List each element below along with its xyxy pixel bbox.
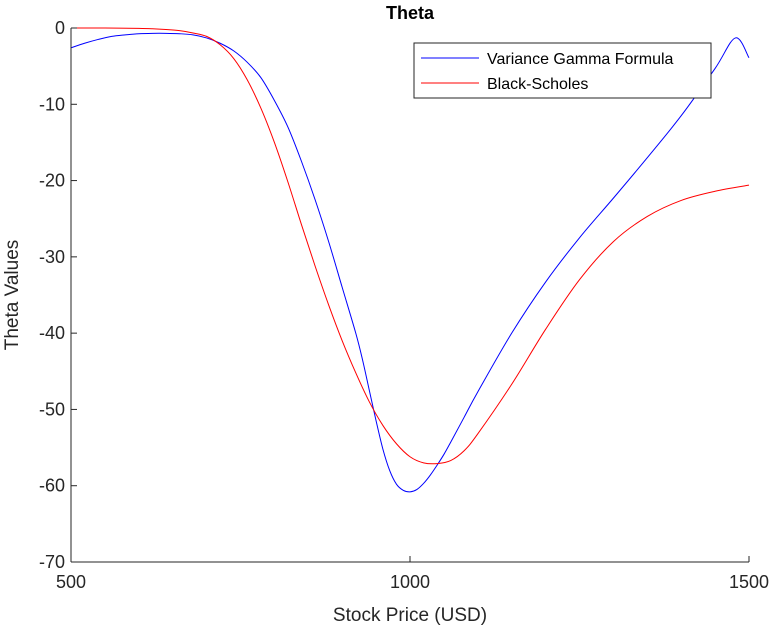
- plot-area: [71, 28, 749, 562]
- x-ticks: 500 1000 1500: [56, 556, 769, 592]
- y-tick-label: -60: [39, 476, 65, 496]
- legend-label-black-scholes: Black-Scholes: [487, 76, 588, 93]
- legend-box: [413, 42, 712, 99]
- legend: Variance Gamma Formula Black-Scholes: [413, 42, 712, 99]
- x-tick-label: 1500: [729, 572, 769, 592]
- y-tick-label: -50: [39, 399, 65, 419]
- y-axis-label: Theta Values: [2, 240, 23, 351]
- y-ticks: 0 -10 -20 -30 -40 -50 -60 -70: [39, 18, 77, 572]
- y-tick-label: -40: [39, 323, 65, 343]
- legend-label-variance-gamma: Variance Gamma Formula: [487, 51, 674, 68]
- y-tick-label: -30: [39, 247, 65, 267]
- y-tick-label: 0: [55, 18, 65, 38]
- x-tick-label: 1000: [390, 572, 430, 592]
- series-line-variance-gamma-formula: [70, 32, 750, 493]
- chart-title: Theta: [386, 3, 435, 23]
- y-tick-label: -70: [39, 552, 65, 572]
- series-line-black-scholes: [70, 27, 750, 465]
- x-tick-label: 500: [56, 572, 86, 592]
- x-axis-label: Stock Price (USD): [333, 605, 487, 626]
- y-tick-label: -20: [39, 171, 65, 191]
- series-layer: [70, 27, 750, 493]
- y-tick-label: -10: [39, 94, 65, 114]
